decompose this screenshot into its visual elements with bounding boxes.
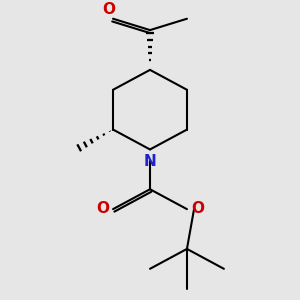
Text: O: O: [96, 201, 109, 216]
Text: N: N: [144, 154, 156, 169]
Text: O: O: [191, 201, 204, 216]
Text: O: O: [102, 2, 115, 17]
